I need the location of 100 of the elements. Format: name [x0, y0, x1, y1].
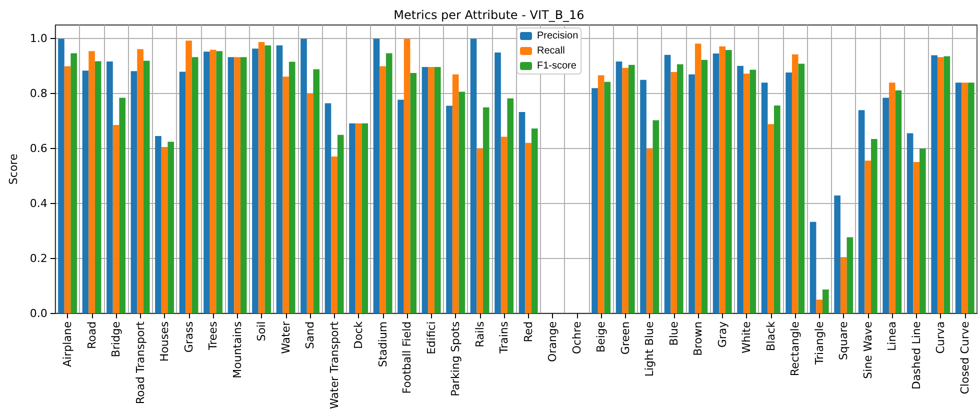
x-tick-label: Mountains — [230, 321, 244, 378]
x-tick-label: Water — [279, 320, 292, 354]
x-tick-label: Airplane — [61, 321, 74, 367]
bar — [810, 222, 816, 314]
legend-label: Precision — [537, 30, 578, 42]
y-tick-label: 0.6 — [30, 142, 48, 156]
bar — [398, 100, 404, 314]
bar — [882, 98, 889, 314]
bar — [931, 55, 938, 314]
bar — [70, 53, 77, 314]
bar — [106, 62, 113, 314]
bar — [507, 98, 514, 314]
x-tick-label: Trees — [206, 321, 220, 352]
y-tick-label: 1.0 — [30, 32, 48, 46]
bar — [688, 74, 695, 314]
x-tick-label: Dock — [352, 320, 366, 349]
bar — [500, 136, 508, 314]
bar — [822, 289, 829, 314]
bar — [349, 123, 356, 314]
x-tick-label: Brown — [692, 321, 705, 356]
bar — [604, 82, 611, 314]
bar — [470, 38, 477, 314]
x-tick-label: Parking Spots — [449, 321, 462, 396]
x-tick-label: Edifici — [424, 321, 438, 354]
bar — [871, 138, 878, 314]
bar — [410, 73, 417, 314]
bar — [155, 136, 162, 314]
bar — [694, 44, 702, 314]
bar — [161, 146, 168, 314]
bar — [337, 134, 344, 314]
bar — [598, 75, 604, 314]
bar — [913, 162, 920, 314]
bar — [906, 133, 914, 314]
x-tick-label: Rectangle — [788, 321, 802, 376]
x-tick-label: Beige — [594, 321, 608, 352]
bar — [719, 46, 726, 314]
x-tick-label: Linea — [886, 321, 899, 352]
bar — [137, 49, 144, 314]
x-tick-label: Grass — [182, 321, 196, 353]
bar — [228, 57, 234, 314]
bar — [362, 123, 368, 314]
bar — [592, 88, 598, 314]
bar — [652, 120, 660, 314]
x-tick-label: Curva — [934, 321, 948, 354]
bar — [646, 148, 653, 314]
y-tick-label: 0.2 — [30, 252, 48, 265]
x-tick-label: Stadium — [376, 321, 390, 368]
bar — [186, 40, 192, 314]
bar — [962, 82, 968, 314]
y-tick-label: 0.8 — [30, 87, 48, 100]
x-tick-label: Water Transport — [328, 320, 341, 410]
bar — [112, 124, 120, 314]
y-tick-label: 0.0 — [30, 306, 48, 320]
bar — [792, 54, 798, 314]
bar — [920, 148, 926, 314]
x-tick-label: Sine Wave — [861, 321, 874, 379]
x-tick-label: Sand — [304, 321, 317, 350]
bar — [726, 50, 732, 314]
bar — [306, 94, 314, 314]
bar — [373, 38, 380, 314]
bar — [234, 57, 240, 314]
bar — [944, 56, 950, 314]
bar — [670, 72, 677, 314]
bar — [676, 64, 684, 314]
bar — [937, 57, 944, 314]
bar — [179, 72, 186, 314]
bar — [143, 60, 150, 314]
bar — [622, 68, 628, 314]
x-tick-label: Square — [837, 321, 850, 360]
bar — [119, 98, 126, 314]
bar — [324, 103, 332, 314]
x-tick-label: Triangle — [812, 321, 826, 366]
bar — [955, 82, 962, 314]
bar — [404, 38, 410, 314]
x-tick-label: Dashed Line — [910, 321, 923, 390]
x-tick-label: Closed Curve — [958, 321, 972, 394]
bar — [386, 53, 392, 314]
bar — [786, 72, 792, 314]
bar — [130, 71, 138, 314]
bar — [616, 62, 622, 314]
bar — [476, 148, 483, 314]
bar — [168, 142, 174, 314]
bar — [858, 110, 865, 314]
bar — [761, 82, 768, 314]
bar — [737, 66, 744, 314]
bar — [834, 196, 840, 314]
bar — [664, 54, 671, 314]
bar — [518, 112, 526, 314]
bar — [798, 64, 805, 314]
bar — [531, 128, 538, 314]
y-axis-title: Score — [7, 154, 20, 185]
bar — [525, 142, 532, 314]
chart-title: Metrics per Attribute - VIT_B_16 — [394, 8, 584, 22]
x-tick-label: Football Field — [400, 321, 414, 394]
bar — [640, 80, 646, 314]
bar — [300, 38, 307, 314]
bar — [88, 51, 95, 314]
bar — [258, 42, 265, 314]
bar — [64, 66, 71, 314]
x-tick-label: Road Transport — [134, 320, 147, 404]
